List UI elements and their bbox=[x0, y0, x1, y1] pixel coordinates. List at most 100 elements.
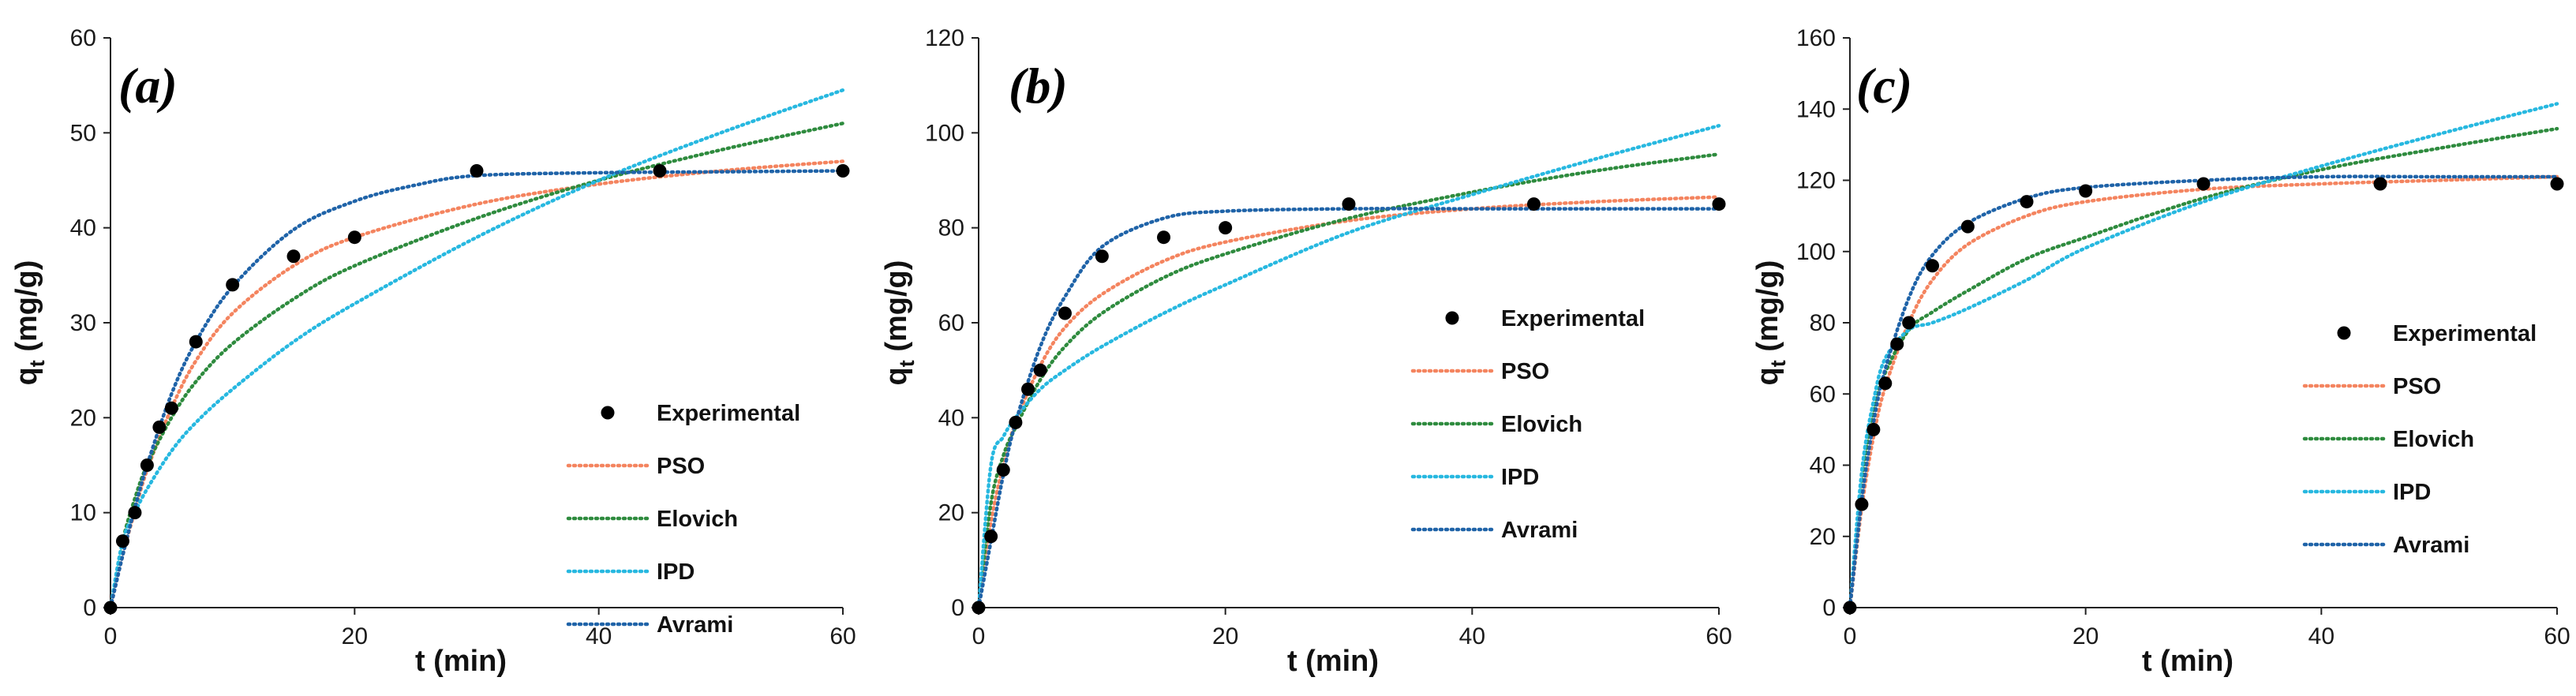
y-tick-label: 140 bbox=[1796, 96, 1836, 122]
chart-panel-3: 0 20 40 60 80 100 120 140 160 0 20 40 60 t (min) qt (m… bbox=[1751, 25, 2570, 678]
y-tick-label: 40 bbox=[938, 405, 964, 431]
x-axis-title: t (min) bbox=[2142, 645, 2233, 678]
data-point-experimental bbox=[2079, 184, 2093, 198]
y-tick-label: 160 bbox=[1796, 25, 1836, 51]
y-tick-label: 0 bbox=[951, 595, 964, 621]
data-point-experimental bbox=[996, 463, 1010, 477]
x-tick-label: 20 bbox=[1212, 623, 1238, 649]
data-point-experimental bbox=[1843, 601, 1857, 615]
data-point-experimental bbox=[1033, 363, 1047, 377]
y-axis-title-main: q bbox=[10, 367, 43, 385]
series-line-elovich bbox=[976, 152, 1721, 610]
legend-label-avrami: Avrami bbox=[1501, 518, 1578, 543]
data-point-experimental bbox=[189, 335, 203, 349]
y-axis-title-main: q bbox=[1751, 367, 1784, 385]
data-point-experimental bbox=[1021, 382, 1035, 396]
data-point-experimental bbox=[1866, 422, 1881, 436]
data-point-experimental bbox=[1890, 337, 1904, 351]
y-tick-label: 20 bbox=[70, 405, 96, 431]
data-point-experimental bbox=[1926, 259, 1940, 273]
series-line-ipd bbox=[976, 124, 1721, 610]
x-tick-label: 40 bbox=[1459, 623, 1485, 649]
legend-marker-experimental bbox=[601, 406, 615, 420]
y-tick-label: 120 bbox=[925, 25, 964, 51]
x-axis-title: t (min) bbox=[415, 645, 507, 678]
y-tick-label: 30 bbox=[70, 310, 96, 336]
legend-label-ipd: IPD bbox=[657, 559, 695, 585]
x-tick-label: 40 bbox=[586, 623, 612, 649]
legend-label-avrami: Avrami bbox=[2393, 533, 2469, 558]
chart-panel-2: 0 20 40 60 80 100 120 0 20 40 60 t (min) qt (mg/g) (b… bbox=[880, 25, 1732, 678]
y-tick-label: 60 bbox=[938, 310, 964, 336]
data-point-experimental bbox=[2020, 195, 2034, 209]
panel-label: (b) bbox=[1009, 58, 1068, 114]
data-point-experimental bbox=[2550, 177, 2564, 191]
data-point-experimental bbox=[2373, 177, 2387, 191]
data-point-experimental bbox=[1009, 415, 1023, 429]
x-tick-label: 20 bbox=[342, 623, 368, 649]
x-axis-title: t (min) bbox=[1287, 645, 1379, 678]
data-point-experimental bbox=[1855, 497, 1869, 511]
data-point-experimental bbox=[2196, 177, 2211, 191]
y-tick-label: 0 bbox=[83, 595, 96, 621]
legend-label-experimental: Experimental bbox=[2393, 321, 2537, 346]
data-point-experimental bbox=[152, 420, 167, 434]
legend-label-pso: PSO bbox=[657, 454, 705, 479]
legend-label-ipd: IPD bbox=[2393, 480, 2431, 505]
data-point-experimental bbox=[1157, 230, 1170, 245]
data-point-experimental bbox=[1095, 249, 1109, 264]
y-axis-title-subscript: t bbox=[1766, 360, 1790, 367]
legend-label-avrami: Avrami bbox=[657, 612, 733, 638]
y-axis-title-main: q bbox=[880, 367, 913, 385]
data-point-experimental bbox=[1219, 221, 1233, 235]
data-point-experimental bbox=[140, 458, 154, 472]
legend-label-experimental: Experimental bbox=[657, 401, 800, 426]
y-axis-title: qt (mg/g) bbox=[880, 260, 919, 386]
legend-marker-experimental bbox=[1445, 311, 1459, 325]
legend-label-ipd: IPD bbox=[1501, 465, 1539, 490]
x-tick-label: 60 bbox=[1705, 623, 1732, 649]
y-tick-label: 10 bbox=[70, 500, 96, 526]
panel-label: (c) bbox=[1856, 58, 1912, 114]
x-tick-label: 60 bbox=[829, 623, 856, 649]
data-point-experimental bbox=[1342, 197, 1356, 211]
legend-label-pso: PSO bbox=[1501, 359, 1549, 384]
panel-label: (a) bbox=[118, 58, 178, 114]
y-tick-label: 100 bbox=[1796, 239, 1836, 265]
series-line-avrami bbox=[976, 207, 1721, 610]
data-point-experimental bbox=[984, 529, 998, 544]
y-tick-label: 0 bbox=[1822, 595, 1836, 621]
y-axis-title-unit: (mg/g) bbox=[1751, 260, 1784, 361]
y-tick-label: 60 bbox=[1810, 381, 1836, 407]
data-point-experimental bbox=[1712, 197, 1726, 211]
legend-label-elovich: Elovich bbox=[2393, 427, 2474, 452]
data-point-experimental bbox=[115, 534, 129, 548]
y-tick-label: 40 bbox=[70, 215, 96, 241]
y-axis-title: qt (mg/g) bbox=[10, 260, 49, 386]
legend: Experimental PSO Elovich IPD Avrami bbox=[2302, 321, 2537, 558]
data-point-experimental bbox=[1058, 306, 1072, 320]
y-tick-label: 80 bbox=[1810, 310, 1836, 336]
data-point-experimental bbox=[164, 401, 178, 415]
data-point-experimental bbox=[1902, 316, 1916, 330]
series-line-ipd bbox=[1848, 102, 2559, 610]
y-tick-label: 80 bbox=[938, 215, 964, 241]
x-tick-label: 20 bbox=[2072, 623, 2099, 649]
x-tick-label: 0 bbox=[1844, 623, 1857, 649]
legend-label-elovich: Elovich bbox=[1501, 412, 1582, 437]
x-tick-label: 40 bbox=[2308, 623, 2334, 649]
data-point-experimental bbox=[226, 278, 240, 292]
legend: Experimental PSO Elovich IPD Avrami bbox=[1410, 306, 1645, 543]
y-tick-label: 60 bbox=[70, 25, 96, 51]
data-point-experimental bbox=[972, 601, 986, 615]
y-tick-label: 120 bbox=[1796, 168, 1836, 194]
series-line-pso bbox=[1848, 174, 2559, 610]
legend-label-pso: PSO bbox=[2393, 374, 2441, 399]
x-tick-label: 0 bbox=[104, 623, 118, 649]
legend-label-experimental: Experimental bbox=[1501, 306, 1645, 331]
data-point-experimental bbox=[1878, 376, 1893, 391]
legend-marker-experimental bbox=[2337, 326, 2351, 340]
x-tick-label: 0 bbox=[972, 623, 986, 649]
y-tick-label: 100 bbox=[925, 120, 964, 146]
